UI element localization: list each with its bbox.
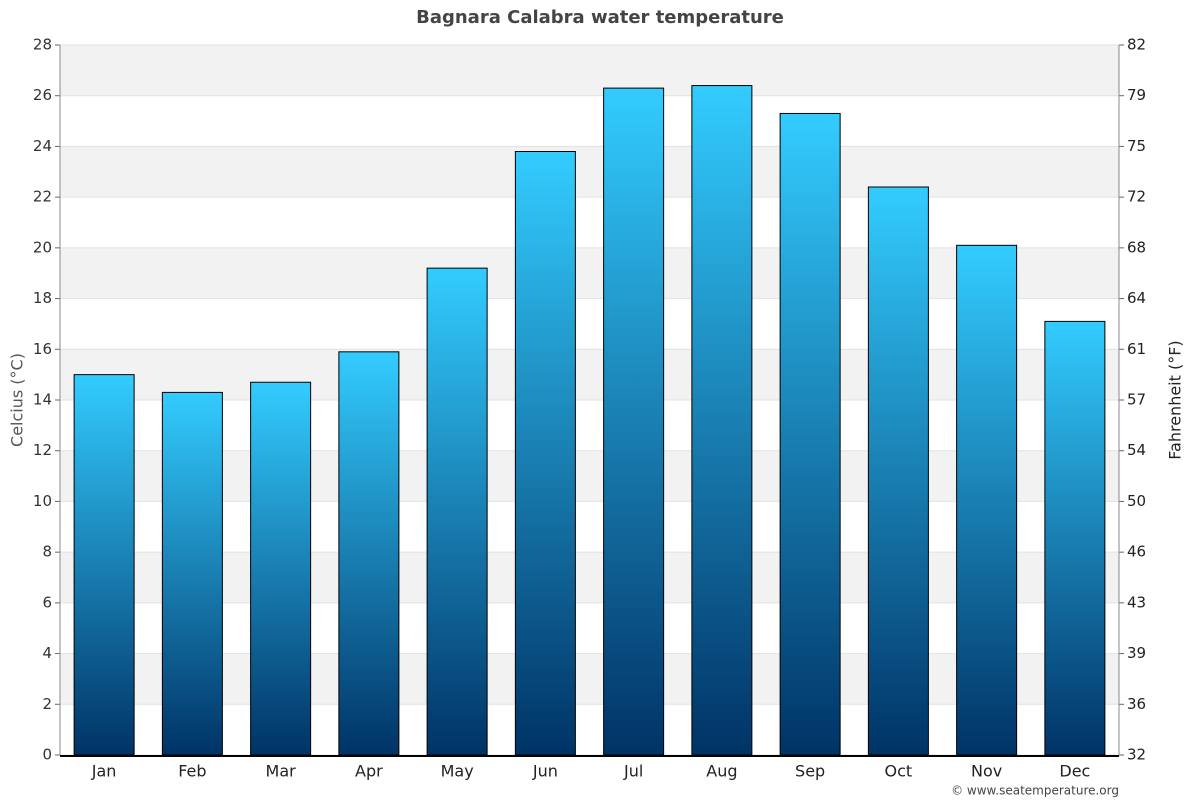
x-tick-label: Feb — [178, 762, 206, 781]
grid-band — [60, 552, 1119, 603]
grid-band — [60, 450, 1119, 502]
y-tick-label: 26 — [33, 86, 52, 104]
y-tick-label: 10 — [33, 492, 52, 510]
y-axis-title: Celcius (°C) — [8, 353, 27, 447]
bar — [73, 374, 135, 756]
x-tick-label: Mar — [266, 762, 297, 781]
y-tick-label: 0 — [42, 746, 52, 764]
y-tick-label: 14 — [33, 391, 52, 409]
x-tick-label: Jan — [91, 762, 117, 781]
y-tick-label: 24 — [33, 137, 52, 155]
bar — [779, 112, 841, 756]
x-tick-label: Sep — [795, 762, 825, 781]
y2-tick-label: 82 — [1127, 36, 1146, 54]
y2-tick-label: 39 — [1127, 644, 1146, 662]
y-tick-label: 2 — [42, 695, 52, 713]
grid-band — [60, 349, 1119, 400]
y-tick-label: 12 — [33, 441, 52, 459]
bar — [514, 151, 576, 756]
y2-tick-label: 43 — [1127, 593, 1146, 611]
y2-axis-title: Fahrenheit (°F) — [1166, 340, 1185, 459]
bar — [250, 381, 312, 756]
y-tick-label: 4 — [42, 644, 52, 662]
grid-band — [60, 653, 1119, 705]
source: © www.seatemperature.org — [951, 784, 1119, 798]
x-tick-label: Jul — [623, 762, 643, 781]
x-tick-label: Oct — [885, 762, 913, 781]
bar — [867, 186, 929, 756]
y2-tick-label: 79 — [1127, 86, 1146, 104]
bar — [956, 244, 1018, 756]
y2-tick-label: 72 — [1127, 188, 1146, 206]
y2-tick-label: 54 — [1127, 441, 1146, 459]
y2-tick-label: 68 — [1127, 238, 1146, 256]
y-tick-label: 20 — [33, 238, 52, 256]
bar — [1044, 320, 1106, 756]
y2-tick-label: 46 — [1127, 543, 1146, 561]
y2-tick-label: 64 — [1127, 289, 1146, 307]
y2-tick-label: 61 — [1127, 340, 1146, 358]
y-tick-label: 8 — [42, 543, 52, 561]
bar — [603, 87, 665, 756]
x-tick-label: Apr — [355, 762, 383, 781]
bar — [426, 267, 488, 756]
y-tick-label: 16 — [33, 340, 52, 358]
y2-tick-label: 32 — [1127, 746, 1146, 764]
y2-tick-label: 36 — [1127, 695, 1146, 713]
y-tick-label: 22 — [33, 188, 52, 206]
y2-tick-label: 50 — [1127, 492, 1146, 510]
chart-title: Bagnara Calabra water temperature — [416, 7, 784, 28]
bar — [161, 391, 223, 756]
grid-band — [60, 247, 1119, 299]
grid-band — [60, 45, 1119, 96]
x-tick-label: Aug — [706, 762, 737, 781]
y-tick-label: 18 — [33, 289, 52, 307]
x-tick-label: May — [441, 762, 474, 781]
x-tick-label: Jun — [532, 762, 558, 781]
y-tick-label: 6 — [42, 593, 52, 611]
y2-tick-label: 75 — [1127, 137, 1146, 155]
grid-band — [60, 146, 1119, 198]
y2-tick-label: 57 — [1127, 391, 1146, 409]
bar — [338, 351, 400, 756]
y-tick-label: 28 — [33, 36, 52, 54]
x-tick-label: Nov — [971, 762, 1002, 781]
x-tick-label: Dec — [1059, 762, 1090, 781]
bar — [691, 85, 753, 756]
